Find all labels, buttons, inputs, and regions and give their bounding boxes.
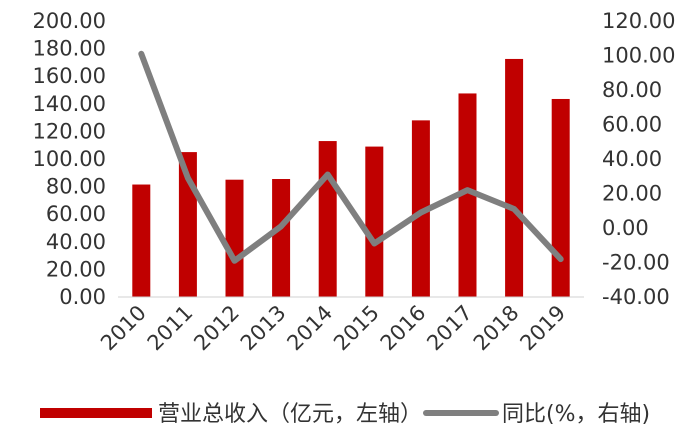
left-axis-tick-label: 40.00 [46, 230, 106, 254]
x-axis-tick-label: 2014 [282, 301, 337, 356]
x-axis-tick-label: 2011 [143, 301, 198, 356]
yoy-point-2011 [187, 177, 189, 179]
right-axis-tick-label: 0.00 [602, 216, 649, 240]
x-axis-tick-label: 2019 [515, 301, 570, 356]
right-axis-tick-label: 20.00 [602, 182, 662, 206]
right-axis-tick-label: 120.00 [602, 9, 675, 33]
yoy-point-2010 [140, 53, 142, 55]
revenue-bar-2012 [225, 179, 244, 297]
revenue-bar-2019 [551, 98, 570, 297]
x-axis-tick-label: 2018 [469, 301, 524, 356]
legend-swatch-revenue [40, 408, 152, 418]
yoy-point-2018 [513, 208, 515, 210]
left-axis-tick-label: 0.00 [59, 285, 106, 309]
revenue-bar-2013 [272, 179, 291, 297]
right-axis-tick-label: 40.00 [602, 147, 662, 171]
left-axis: 0.00 20.00 40.00 60.00 80.00 100.00 120.00 140.… [33, 9, 106, 309]
right-axis-tick-label: 100.00 [602, 44, 675, 68]
right-axis: -40.00 -20.00 0.00 20.00 40.00 60.00 80.00 100.… [602, 9, 675, 309]
right-axis-tick-label: -40.00 [602, 285, 670, 309]
x-axis-tick-label: 2015 [329, 301, 384, 356]
yoy-point-2015 [373, 243, 375, 245]
x-axis-tick-label: 2016 [376, 301, 431, 356]
legend-label-yoy: 同比(%，右轴) [502, 402, 650, 427]
revenue-bar-2010 [132, 184, 151, 297]
left-axis-tick-label: 60.00 [46, 202, 106, 226]
left-axis-tick-label: 160.00 [33, 64, 106, 88]
revenue-bar-2015 [365, 146, 384, 297]
x-axis-tick-label: 2013 [236, 301, 291, 356]
revenue-bar-2014 [318, 141, 337, 297]
left-axis-tick-label: 180.00 [33, 37, 106, 61]
left-axis-tick-label: 140.00 [33, 92, 106, 116]
revenue-bar-2016 [411, 120, 430, 297]
legend-label-revenue: 营业总收入（亿元，左轴） [158, 402, 422, 427]
yoy-point-2013 [280, 225, 282, 227]
yoy-point-2012 [234, 260, 235, 262]
yoy-line [138, 50, 564, 264]
yoy-point-2017 [467, 189, 468, 191]
yoy-line-series [138, 50, 564, 264]
right-axis-tick-label: 60.00 [602, 113, 662, 137]
revenue-bar-2017 [458, 93, 477, 297]
right-axis-tick-label: -20.00 [602, 251, 670, 275]
left-axis-tick-label: 20.00 [46, 257, 106, 281]
left-axis-tick-label: 80.00 [46, 175, 106, 199]
yoy-point-2016 [420, 211, 422, 213]
yoy-point-2014 [327, 174, 329, 176]
left-axis-tick-label: 100.00 [33, 147, 106, 171]
left-axis-tick-label: 120.00 [33, 119, 106, 143]
right-axis-tick-label: 80.00 [602, 78, 662, 102]
legend: 营业总收入（亿元，左轴） 同比(%，右轴) [40, 402, 650, 427]
x-axis-tick-label: 2012 [189, 301, 244, 356]
yoy-point-2019 [560, 258, 562, 260]
revenue-bars [132, 58, 570, 298]
left-axis-tick-label: 200.00 [33, 9, 106, 33]
revenue-bar-2018 [505, 58, 524, 298]
x-axis-tick-label: 2017 [422, 301, 477, 356]
